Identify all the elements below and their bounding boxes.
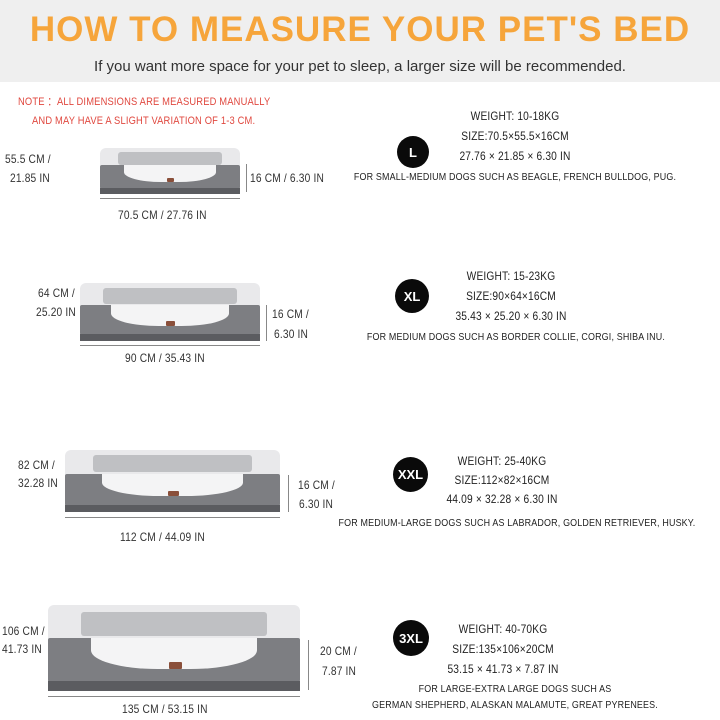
note-line-1: NOTE ：ALL DIMENSIONS ARE MEASURED MANUAL… (18, 96, 271, 108)
size-cm: SIZE:90×64×16CM (466, 289, 556, 303)
depth-label: 64 CM / (38, 286, 75, 300)
weight: WEIGHT: 10-18KG (470, 109, 560, 123)
width-label: 70.5 CM / 27.76 IN (118, 208, 207, 222)
size-cm: SIZE:70.5×55.5×16CM (461, 129, 569, 143)
bed-image-xl (80, 283, 260, 341)
depth-label-in: 25.20 IN (36, 305, 76, 319)
height-label-in: 7.87 IN (322, 664, 357, 678)
depth-label: 55.5 CM / (5, 152, 51, 166)
size-in: 35.43 × 25.20 × 6.30 IN (455, 309, 567, 323)
bed-image-3xl (48, 605, 300, 691)
height-label: 20 CM / (320, 644, 357, 658)
size-cm: SIZE:112×82×16CM (454, 473, 550, 487)
weight: WEIGHT: 15-23KG (466, 269, 556, 283)
bed-image-l (100, 148, 240, 194)
depth-label-in: 21.85 IN (10, 171, 50, 185)
header (0, 0, 720, 82)
dog-breeds: FOR MEDIUM-LARGE DOGS SUCH AS LABRADOR, … (338, 517, 696, 529)
height-label: 16 CM / (272, 307, 309, 321)
size-cm: SIZE:135×106×20CM (452, 642, 554, 656)
height-line (266, 305, 267, 341)
size-badge-l: L (397, 136, 429, 168)
width-line (80, 345, 260, 346)
height-label-in: 6.30 IN (299, 497, 334, 511)
width-label: 90 CM / 35.43 IN (125, 351, 205, 365)
page-subtitle: If you want more space for your pet to s… (94, 58, 626, 75)
height-label: 16 CM / 6.30 IN (250, 171, 324, 185)
depth-label: 106 CM / (2, 624, 45, 638)
width-line (65, 517, 280, 518)
depth-label-in: 32.28 IN (18, 476, 58, 490)
bed-image-xxl (65, 450, 280, 512)
height-label-in: 6.30 IN (274, 327, 309, 341)
page-title: HOW TO MEASURE YOUR PET'S BED (29, 10, 691, 49)
size-in: 27.76 × 21.85 × 6.30 IN (459, 149, 571, 163)
size-in: 53.15 × 41.73 × 7.87 IN (447, 662, 559, 676)
weight: WEIGHT: 25-40KG (457, 454, 547, 468)
depth-label: 82 CM / (18, 458, 55, 472)
height-line (246, 164, 247, 192)
height-line (308, 640, 309, 690)
height-label: 16 CM / (298, 478, 335, 492)
width-label: 135 CM / 53.15 IN (122, 702, 208, 716)
size-badge-xxl: XXL (393, 457, 428, 492)
weight: WEIGHT: 40-70KG (458, 622, 548, 636)
size-badge-xl: XL (395, 279, 429, 313)
size-in: 44.09 × 32.28 × 6.30 IN (446, 492, 558, 506)
dog-breeds: FOR MEDIUM DOGS SUCH AS BORDER COLLIE, C… (366, 331, 666, 343)
dog-breeds: FOR SMALL-MEDIUM DOGS SUCH AS BEAGLE, FR… (353, 171, 677, 183)
height-line (288, 475, 289, 512)
dog-breeds: FOR LARGE-EXTRA LARGE DOGS SUCH AS (418, 683, 612, 695)
dog-breeds-2: GERMAN SHEPHERD, ALASKAN MALAMUTE, GREAT… (372, 699, 658, 711)
width-line (48, 696, 300, 697)
width-line (100, 198, 240, 199)
width-label: 112 CM / 44.09 IN (120, 530, 205, 544)
note-line-2: AND MAY HAVE A SLIGHT VARIATION OF 1-3 C… (32, 115, 256, 127)
size-badge-3xl: 3XL (393, 620, 429, 656)
depth-label-in: 41.73 IN (2, 642, 42, 656)
